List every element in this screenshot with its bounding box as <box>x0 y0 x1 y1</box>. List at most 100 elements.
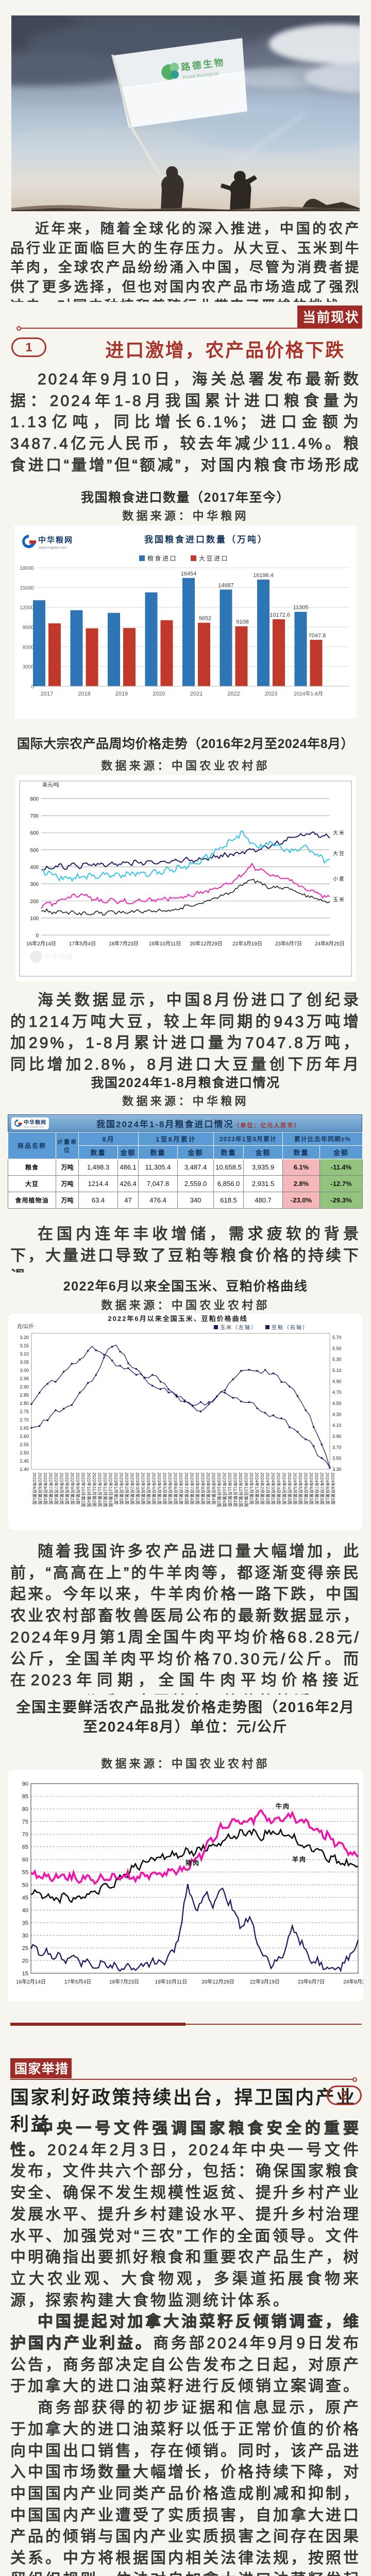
svg-text:22年3月19日: 22年3月19日 <box>232 940 262 947</box>
svg-text:2.90: 2.90 <box>20 1384 29 1389</box>
svg-text:12000: 12000 <box>20 605 34 611</box>
svg-text:23年6月7日: 23年6月7日 <box>298 1978 325 1985</box>
svg-text:2024年6月第3周: 2024年6月第3周 <box>309 1472 314 1504</box>
svg-text:17年5月4日: 17年5月4日 <box>64 1978 91 1985</box>
svg-text:200: 200 <box>30 899 39 905</box>
svg-text:2022年6月以来全国玉米、豆粕价格曲线: 2022年6月以来全国玉米、豆粕价格曲线 <box>108 1315 247 1323</box>
svg-text:2018: 2018 <box>78 691 90 697</box>
svg-text:90: 90 <box>22 1781 28 1787</box>
svg-text:3.10: 3.10 <box>20 1351 29 1357</box>
svg-text:小麦: 小麦 <box>333 876 345 883</box>
svg-text:豆粕（右轴）: 豆粕（右轴） <box>272 1324 309 1331</box>
svg-text:5.50: 5.50 <box>332 1346 342 1351</box>
svg-text:2022年9月第2周: 2022年9月第2周 <box>70 1472 75 1504</box>
svg-text:19年10月11日: 19年10月11日 <box>149 940 181 947</box>
svg-text:3.30: 3.30 <box>332 1467 342 1472</box>
svg-text:400: 400 <box>30 865 39 871</box>
svg-text:元/公斤: 元/公斤 <box>17 1324 34 1330</box>
svg-text:2022年11月第2周: 2022年11月第2周 <box>92 1472 97 1506</box>
svg-text:3.00: 3.00 <box>20 1368 29 1373</box>
svg-text:2023年4月第1周: 2023年4月第1周 <box>146 1472 151 1504</box>
svg-text:我国粮食进口数量（万吨）: 我国粮食进口数量（万吨） <box>144 534 268 545</box>
svg-text:2.60: 2.60 <box>20 1434 29 1439</box>
svg-text:大豆: 大豆 <box>333 850 345 857</box>
svg-text:2017: 2017 <box>41 691 53 697</box>
svg-text:2022年12月第2周: 2022年12月第2周 <box>103 1472 108 1507</box>
svg-text:50: 50 <box>22 1882 28 1888</box>
svg-text:9000: 9000 <box>23 625 35 631</box>
svg-text:6000: 6000 <box>23 645 35 650</box>
svg-text:美元/吨: 美元/吨 <box>42 782 59 788</box>
svg-text:2023: 2023 <box>265 691 277 697</box>
svg-text:2.70: 2.70 <box>20 1417 29 1422</box>
svg-text:16454: 16454 <box>181 571 197 577</box>
svg-text:600: 600 <box>30 831 39 836</box>
svg-text:10172.6: 10172.6 <box>269 612 290 618</box>
svg-text:18年7月23日: 18年7月23日 <box>109 1978 139 1985</box>
svg-text:2024年1-8月: 2024年1-8月 <box>294 690 323 697</box>
svg-text:2023年10月第4周: 2023年10月第4周 <box>222 1472 227 1507</box>
svg-text:2.80: 2.80 <box>20 1401 29 1406</box>
svg-text:4.10: 4.10 <box>332 1423 342 1428</box>
svg-text:100: 100 <box>30 916 39 922</box>
svg-text:2022年6月第2周: 2022年6月第2周 <box>38 1472 43 1504</box>
svg-text:2022年10月第2周: 2022年10月第2周 <box>81 1472 86 1507</box>
svg-text:2022年7月第4周: 2022年7月第4周 <box>54 1472 59 1504</box>
svg-text:2023年9月第2周: 2023年9月第2周 <box>206 1472 211 1504</box>
svg-text:300: 300 <box>30 882 39 888</box>
svg-text:2022年6月第1周: 2022年6月第1周 <box>32 1472 37 1504</box>
svg-text:80: 80 <box>22 1806 28 1812</box>
svg-text:55: 55 <box>22 1870 28 1876</box>
svg-text:玉米（左轴）: 玉米（左轴） <box>220 1324 257 1331</box>
svg-text:3.50: 3.50 <box>332 1456 342 1461</box>
svg-text:2.50: 2.50 <box>20 1450 29 1455</box>
svg-text:牛肉: 牛肉 <box>276 1802 290 1810</box>
svg-text:5.30: 5.30 <box>332 1357 342 1362</box>
svg-text:30: 30 <box>22 1933 28 1939</box>
svg-text:5.70: 5.70 <box>332 1335 342 1340</box>
svg-text:2022: 2022 <box>227 691 240 697</box>
svg-text:2024年5月第3周: 2024年5月第3周 <box>298 1472 303 1504</box>
svg-text:35: 35 <box>22 1920 28 1926</box>
svg-text:2020: 2020 <box>153 691 165 697</box>
svg-text:中华粮网: 中华粮网 <box>44 953 73 960</box>
svg-text:2024年7月第3周: 2024年7月第3周 <box>319 1472 325 1504</box>
svg-text:3.20: 3.20 <box>20 1335 29 1340</box>
svg-text:2023年8月第2周: 2023年8月第2周 <box>195 1472 200 1504</box>
svg-text:24年8月25日: 24年8月25日 <box>315 940 345 947</box>
svg-text:2023年7月第4周: 2023年7月第4周 <box>189 1472 194 1504</box>
svg-text:0: 0 <box>31 684 34 690</box>
svg-text:4.30: 4.30 <box>332 1412 342 1417</box>
svg-text:2023年2月第1周: 2023年2月第1周 <box>124 1472 129 1504</box>
svg-text:2024年4月第3周: 2024年4月第3周 <box>287 1472 292 1504</box>
svg-text:45: 45 <box>22 1895 28 1901</box>
svg-text:2022年9月第4周: 2022年9月第4周 <box>75 1472 80 1504</box>
svg-text:3000: 3000 <box>23 665 35 670</box>
svg-text:7047.8: 7047.8 <box>309 633 326 639</box>
svg-text:2024年2月第2周: 2024年2月第2周 <box>260 1472 265 1504</box>
svg-text:2024年8月第1周: 2024年8月第1周 <box>325 1472 330 1504</box>
svg-text:4.50: 4.50 <box>332 1401 342 1406</box>
svg-text:0: 0 <box>36 933 39 939</box>
svg-text:4.90: 4.90 <box>332 1379 342 1384</box>
svg-text:65: 65 <box>22 1844 28 1851</box>
svg-text:2023年3月第3周: 2023年3月第3周 <box>141 1472 146 1504</box>
svg-text:玉米: 玉米 <box>333 896 345 903</box>
svg-text:2023年2月第3周: 2023年2月第3周 <box>130 1472 135 1504</box>
svg-text:2023年3月第1周: 2023年3月第1周 <box>135 1472 140 1504</box>
svg-text:粮食进口: 粮食进口 <box>147 554 177 562</box>
svg-text:2023年5月第3周: 2023年5月第3周 <box>162 1472 167 1504</box>
svg-text:15000: 15000 <box>20 585 34 591</box>
svg-text:24年8月25日: 24年8月25日 <box>343 1978 363 1985</box>
svg-text:40: 40 <box>22 1907 28 1913</box>
svg-text:2023年12月第2周: 2023年12月第2周 <box>238 1472 243 1507</box>
svg-text:16年2月14日: 16年2月14日 <box>16 1978 46 1985</box>
svg-text:16年2月14日: 16年2月14日 <box>26 940 56 947</box>
svg-text:2023年5月第1周: 2023年5月第1周 <box>157 1472 162 1504</box>
svg-text:3.70: 3.70 <box>332 1445 342 1450</box>
svg-text:2023年7月第1周: 2023年7月第1周 <box>178 1472 183 1504</box>
svg-text:2019: 2019 <box>115 691 128 697</box>
svg-text:22年3月19日: 22年3月19日 <box>250 1978 280 1985</box>
svg-text:3.90: 3.90 <box>332 1434 342 1439</box>
svg-text:2024年1月第2周: 2024年1月第2周 <box>249 1472 254 1504</box>
